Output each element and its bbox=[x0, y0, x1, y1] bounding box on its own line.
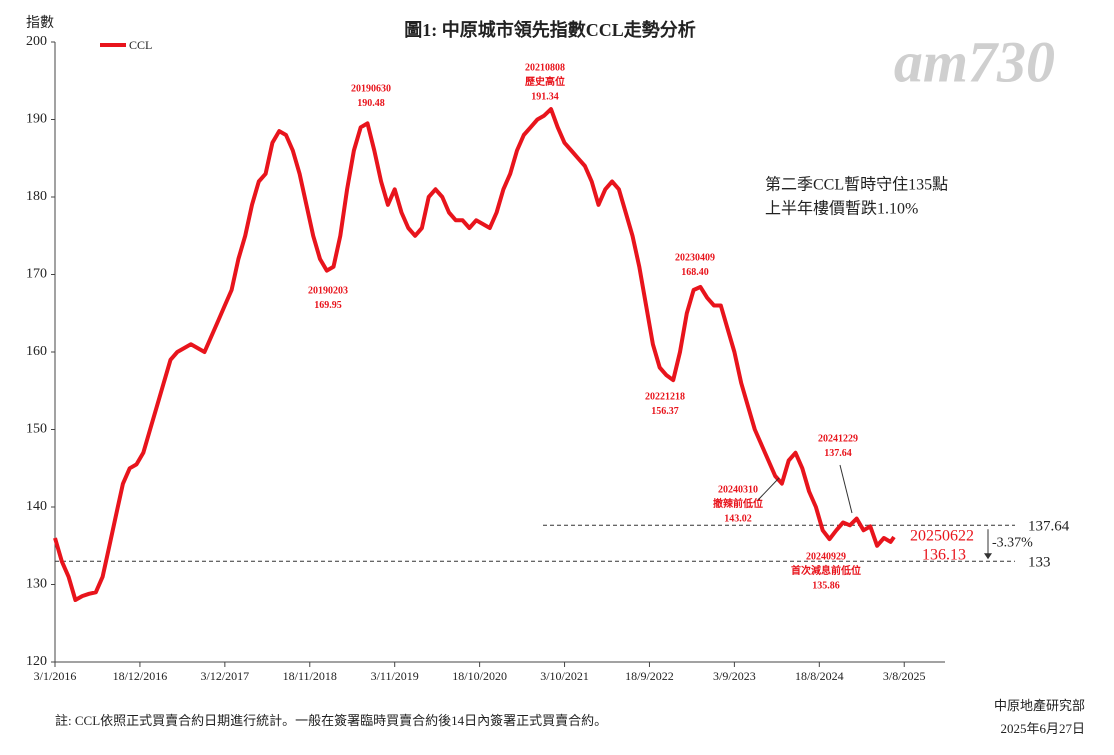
source: 中原地產研究部 bbox=[994, 698, 1085, 713]
y-tick-label: 140 bbox=[26, 499, 47, 514]
y-tick-label: 190 bbox=[26, 112, 47, 127]
annotation: 20190203 bbox=[308, 285, 348, 296]
annotation: 169.95 bbox=[314, 300, 342, 311]
x-tick-label: 18/12/2016 bbox=[113, 669, 168, 683]
y-tick-label: 150 bbox=[26, 422, 47, 437]
reference-label: 137.64 bbox=[1028, 519, 1070, 535]
latest-date: 20250622 bbox=[910, 528, 974, 545]
x-tick-label: 18/11/2018 bbox=[283, 669, 337, 683]
logo: am730 bbox=[894, 29, 1055, 94]
y-tick-label: 120 bbox=[26, 654, 47, 669]
x-tick-label: 3/11/2019 bbox=[371, 669, 419, 683]
source-date: 2025年6月27日 bbox=[1000, 721, 1085, 736]
annotation-arrow bbox=[757, 477, 780, 501]
annotation: 20240929 bbox=[806, 551, 846, 562]
commentary: 上半年樓價暫跌1.10% bbox=[765, 200, 918, 218]
annotation: 191.34 bbox=[531, 91, 559, 102]
change-label: -3.37% bbox=[992, 535, 1033, 550]
series-line bbox=[53, 107, 896, 602]
x-tick-label: 3/10/2021 bbox=[540, 669, 589, 683]
annotation: 156.37 bbox=[651, 406, 679, 417]
annotation: 首次減息前低位 bbox=[791, 564, 861, 577]
y-tick-label: 200 bbox=[26, 34, 47, 49]
annotation: 20190630 bbox=[351, 83, 391, 94]
reference-label: 133 bbox=[1028, 555, 1051, 571]
chart-title: 圖1: 中原城市領先指數CCL走勢分析 bbox=[404, 19, 696, 40]
annotation: 137.64 bbox=[824, 448, 852, 459]
arrow-head bbox=[984, 553, 992, 560]
y-tick-label: 180 bbox=[26, 189, 47, 204]
annotation: 135.86 bbox=[812, 580, 840, 591]
footnote: 註: CCL依照正式買賣合約日期進行統計。一般在簽署臨時買賣合約後14日內簽署正… bbox=[55, 713, 607, 728]
y-axis-label: 指數 bbox=[26, 15, 54, 31]
annotation: 歷史高位 bbox=[525, 75, 565, 88]
y-tick-label: 130 bbox=[26, 577, 47, 592]
y-tick-label: 170 bbox=[26, 267, 47, 282]
annotation: 190.48 bbox=[357, 98, 385, 109]
annotation: 20241229 bbox=[818, 433, 858, 444]
annotation: 20240310 bbox=[718, 484, 758, 495]
x-tick-label: 3/12/2017 bbox=[201, 669, 250, 683]
y-tick-label: 160 bbox=[26, 344, 47, 359]
annotation: 20230409 bbox=[675, 252, 715, 263]
x-tick-label: 18/9/2022 bbox=[625, 669, 674, 683]
annotation: 168.40 bbox=[681, 267, 709, 278]
x-tick-label: 3/9/2023 bbox=[713, 669, 756, 683]
annotation-arrow bbox=[839, 464, 853, 514]
latest-value: 136.13 bbox=[922, 547, 966, 564]
annotation: 撤辣前低位 bbox=[713, 497, 763, 510]
annotation: 20210808 bbox=[525, 62, 565, 73]
x-tick-label: 18/10/2020 bbox=[452, 669, 507, 683]
annotation: 143.02 bbox=[724, 513, 752, 524]
x-tick-label: 3/1/2016 bbox=[34, 669, 77, 683]
x-tick-label: 3/8/2025 bbox=[883, 669, 926, 683]
legend-label: CCL bbox=[129, 38, 152, 52]
commentary: 第二季CCL暫時守住135點 bbox=[765, 176, 948, 194]
x-tick-label: 18/8/2024 bbox=[795, 669, 844, 683]
annotation: 20221218 bbox=[645, 391, 685, 402]
